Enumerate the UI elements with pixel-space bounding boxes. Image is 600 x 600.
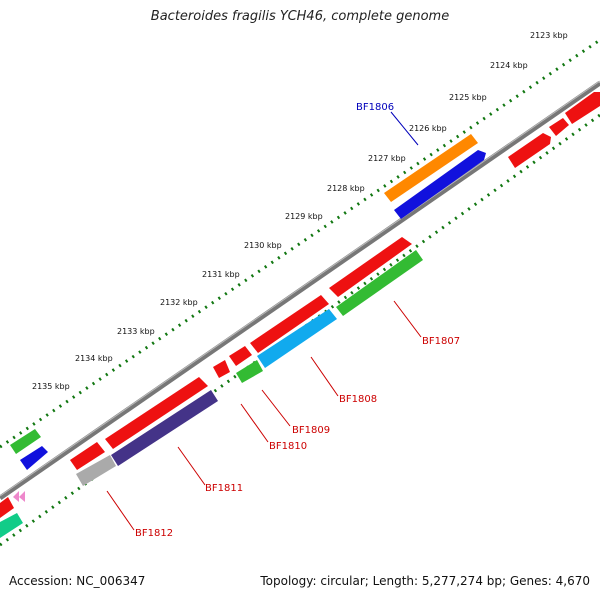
gene-red-top-right-1[interactable] [508,133,551,168]
leader-bf1808 [310,356,339,397]
tick-2135: 2135 kbp [32,382,70,391]
tick-2131: 2131 kbp [202,270,240,279]
gene-pink-arrow-1[interactable] [13,491,19,502]
leader-bf1807 [393,300,422,338]
tick-2133: 2133 kbp [117,327,155,336]
leader-bf1811 [177,446,206,486]
tick-2134: 2134 kbp [75,354,113,363]
leader-bf1809 [261,389,291,427]
gene-green-left[interactable] [10,429,41,454]
tick-2124: 2124 kbp [490,61,528,70]
leader-bf1810 [240,403,269,443]
tick-2132: 2132 kbp [160,298,198,307]
label-bf1812[interactable]: BF1812 [135,528,173,539]
leader-bf1812 [106,490,135,531]
tick-2127: 2127 kbp [368,154,406,163]
gene-red-bf1812[interactable] [70,442,105,470]
gene-gray-bf1812[interactable] [76,455,116,486]
gene-red-far-left[interactable] [0,497,14,518]
gene-bf1806-orange[interactable] [384,134,478,202]
label-bf1810[interactable]: BF1810 [269,441,307,452]
gene-red-small-1[interactable] [229,346,252,366]
genome-backbone [0,80,600,501]
tick-2123: 2123 kbp [530,31,568,40]
gene-blue-left[interactable] [20,446,48,470]
tick-2128: 2128 kbp [327,184,365,193]
tick-2125: 2125 kbp [449,93,487,102]
gene-teal-left[interactable] [0,513,23,538]
gene-green-bf1809[interactable] [236,360,263,383]
tick-2126: 2126 kbp [409,124,447,133]
gene-green-bf1807[interactable] [336,250,423,316]
label-bf1809[interactable]: BF1809 [292,425,330,436]
gene-red-bf1807[interactable] [329,237,412,297]
gene-blue-arrow-1806[interactable] [394,150,486,219]
gene-red-bf1810[interactable] [105,377,208,449]
gene-indigo-bf1811[interactable] [111,390,218,466]
genome-summary-text: Topology: circular; Length: 5,277,274 bp… [260,574,590,588]
gene-red-small-2[interactable] [213,360,230,378]
label-bf1811[interactable]: BF1811 [205,483,243,494]
gene-cyan-bf1808[interactable] [257,309,337,368]
label-bf1807[interactable]: BF1807 [422,336,460,347]
leader-bf1806 [390,111,419,146]
outer-dotted-ring [0,38,600,449]
gene-red-top-right-2[interactable] [549,118,569,136]
accession-text: Accession: NC_006347 [9,574,146,588]
gene-pink-arrow-2[interactable] [19,491,25,502]
gene-red-top-right-3[interactable] [565,92,600,124]
tick-2129: 2129 kbp [285,212,323,221]
label-bf1808[interactable]: BF1808 [339,394,377,405]
map-title: Bacteroides fragilis YCH46, complete gen… [150,9,450,24]
gene-red-mid[interactable] [250,295,329,353]
tick-2130: 2130 kbp [244,241,282,250]
label-bf1806[interactable]: BF1806 [356,102,394,113]
